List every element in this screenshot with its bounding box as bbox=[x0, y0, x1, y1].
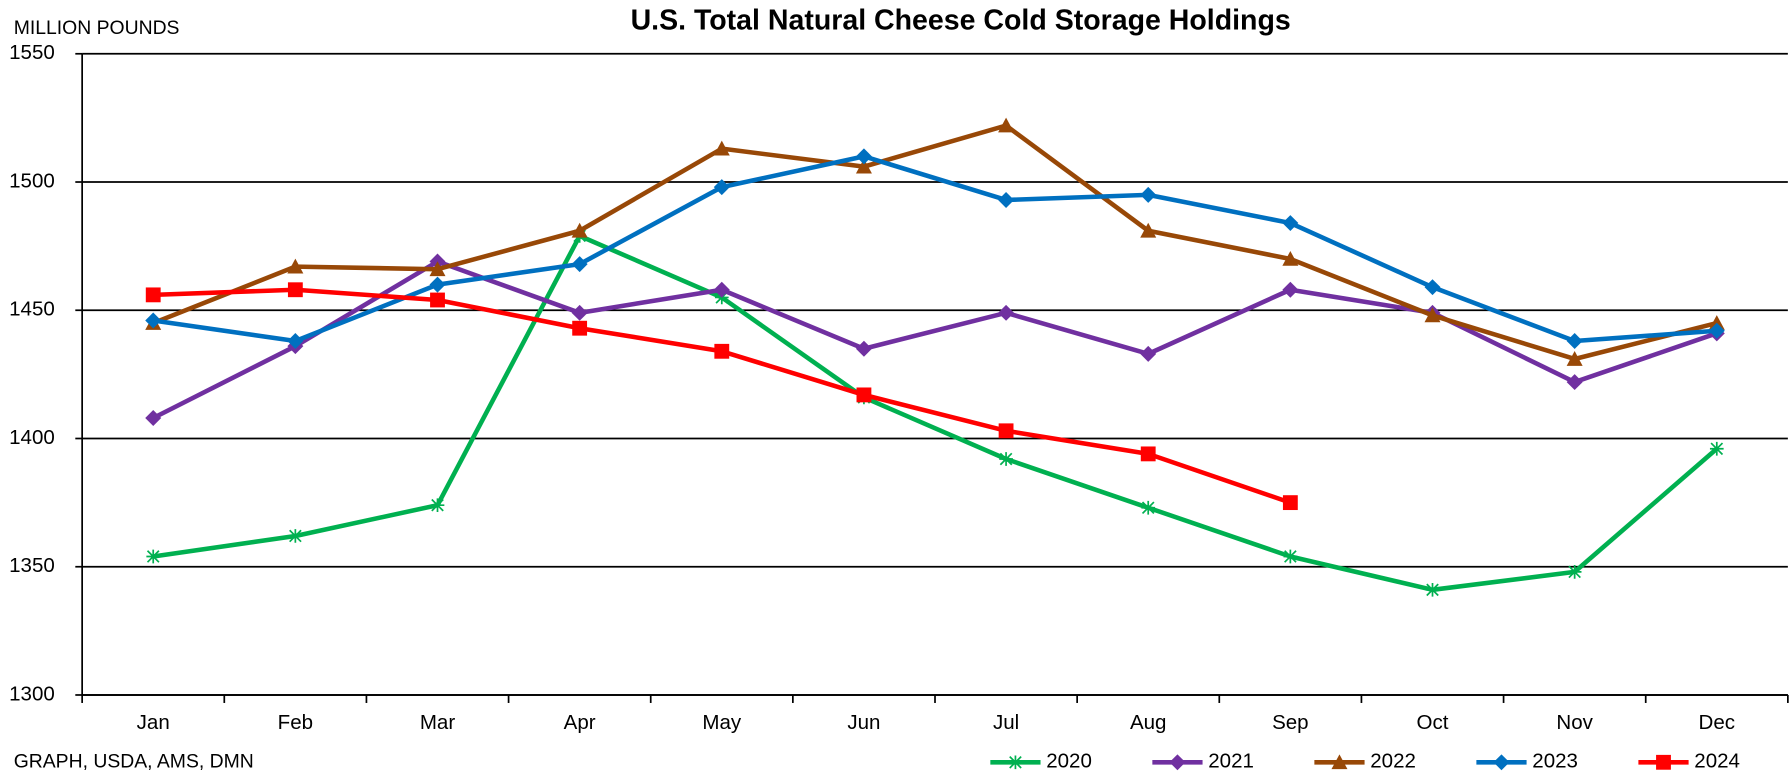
legend-marker bbox=[1331, 754, 1348, 770]
x-tick-label: Aug bbox=[1130, 711, 1167, 734]
x-tick-label: May bbox=[702, 711, 741, 734]
marker bbox=[998, 191, 1015, 208]
marker bbox=[998, 117, 1015, 133]
marker bbox=[714, 343, 730, 359]
legend-marker bbox=[1493, 754, 1510, 771]
x-tick-label: Dec bbox=[1699, 711, 1735, 734]
y-tick-label: 1350 bbox=[9, 554, 55, 577]
marker bbox=[1282, 495, 1298, 511]
marker bbox=[1283, 549, 1298, 564]
marker bbox=[1425, 582, 1440, 597]
marker bbox=[287, 258, 304, 274]
marker bbox=[1566, 333, 1583, 350]
series-line bbox=[152, 154, 1717, 344]
marker bbox=[1566, 374, 1583, 391]
marker bbox=[145, 409, 162, 426]
marker bbox=[1708, 315, 1725, 330]
marker bbox=[429, 261, 446, 277]
x-tick-label: Nov bbox=[1556, 711, 1593, 734]
marker bbox=[1140, 446, 1156, 462]
marker bbox=[1140, 345, 1157, 362]
x-tick-label: Apr bbox=[564, 711, 596, 734]
marker bbox=[287, 282, 303, 298]
chart-title: U.S. Total Natural Cheese Cold Storage H… bbox=[631, 4, 1291, 36]
series-line bbox=[152, 233, 1719, 593]
marker bbox=[1709, 441, 1724, 456]
x-tick-label: Jun bbox=[847, 711, 880, 734]
series-line bbox=[152, 123, 1718, 362]
marker bbox=[288, 529, 303, 543]
marker bbox=[1282, 215, 1299, 232]
y-tick-label: 1400 bbox=[9, 426, 55, 449]
marker bbox=[855, 158, 872, 174]
marker bbox=[1566, 351, 1583, 366]
x-tick-label: Jul bbox=[993, 711, 1019, 734]
x-tick-label: Jan bbox=[137, 711, 170, 734]
legend-label: 2023 bbox=[1532, 750, 1578, 773]
marker bbox=[572, 320, 588, 336]
marker bbox=[1424, 307, 1441, 323]
marker bbox=[145, 287, 161, 303]
x-tick-label: Mar bbox=[420, 711, 455, 734]
series-line bbox=[153, 287, 1292, 505]
marker bbox=[713, 140, 730, 156]
marker bbox=[571, 304, 588, 321]
marker bbox=[430, 498, 445, 513]
x-tick-label: Sep bbox=[1272, 711, 1309, 734]
y-tick-label: 1300 bbox=[9, 682, 55, 705]
legend-label: 2022 bbox=[1370, 750, 1416, 773]
marker bbox=[1140, 186, 1157, 203]
x-tick-label: Oct bbox=[1417, 711, 1449, 734]
legend-marker bbox=[1169, 754, 1186, 771]
marker bbox=[999, 452, 1013, 466]
y-tick-label: 1450 bbox=[9, 298, 55, 321]
y-tick-label: 1500 bbox=[9, 169, 55, 192]
marker bbox=[998, 304, 1015, 321]
y-axis-label: MILLION POUNDS bbox=[14, 17, 180, 39]
marker bbox=[856, 387, 872, 403]
series-line bbox=[152, 259, 1718, 421]
marker bbox=[1141, 500, 1156, 515]
marker bbox=[145, 312, 162, 329]
marker bbox=[1424, 279, 1441, 296]
marker bbox=[430, 292, 445, 308]
x-tick-label: Feb bbox=[278, 711, 313, 734]
marker bbox=[998, 423, 1014, 439]
legend-label: 2024 bbox=[1694, 750, 1740, 773]
marker bbox=[1282, 281, 1299, 298]
legend-label: 2021 bbox=[1208, 750, 1254, 773]
marker bbox=[571, 222, 588, 238]
legend-label: 2020 bbox=[1046, 750, 1092, 773]
marker bbox=[1140, 222, 1157, 238]
marker bbox=[1567, 565, 1582, 579]
legend-marker bbox=[1656, 754, 1671, 770]
legend-marker bbox=[1008, 755, 1023, 770]
y-tick-label: 1550 bbox=[9, 41, 55, 64]
marker bbox=[855, 148, 872, 165]
marker bbox=[855, 340, 872, 357]
marker bbox=[429, 276, 446, 293]
source-note: GRAPH, USDA, AMS, DMN bbox=[14, 750, 254, 772]
marker bbox=[1282, 250, 1299, 266]
marker bbox=[146, 549, 161, 564]
